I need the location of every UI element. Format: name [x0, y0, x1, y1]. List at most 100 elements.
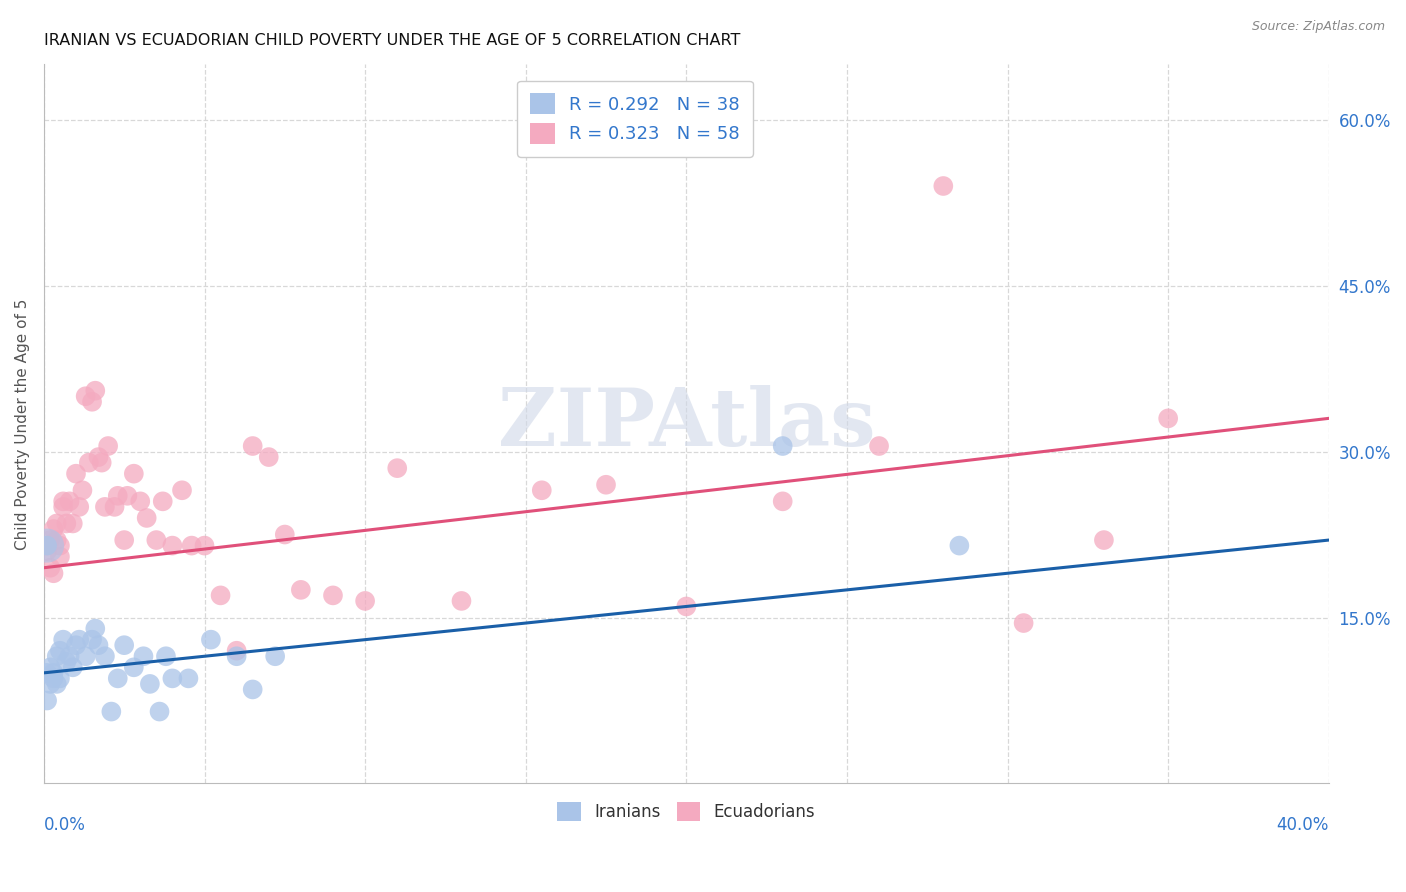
Point: [107, 672, 129, 686]
Point: [148, 705, 170, 719]
Point: [1157, 411, 1180, 425]
Point: [87, 450, 110, 464]
Point: [132, 649, 155, 664]
Point: [58, 494, 80, 508]
Point: [112, 638, 135, 652]
Point: [135, 511, 157, 525]
Point: [37, 665, 59, 680]
Point: [145, 533, 167, 547]
Point: [94, 649, 117, 664]
Point: [948, 539, 970, 553]
Point: [39, 677, 62, 691]
Point: [139, 677, 162, 691]
Point: [100, 705, 122, 719]
Point: [117, 489, 139, 503]
Point: [37, 539, 59, 553]
Point: [170, 483, 193, 498]
Point: [42, 522, 65, 536]
Point: [84, 384, 107, 398]
Point: [49, 672, 72, 686]
Point: [177, 672, 200, 686]
Point: [112, 533, 135, 547]
Legend: Iranians, Ecuadorians: Iranians, Ecuadorians: [548, 793, 824, 829]
Point: [42, 672, 65, 686]
Point: [45, 533, 67, 547]
Point: [77, 456, 100, 470]
Point: [37, 693, 59, 707]
Point: [65, 638, 87, 652]
Point: [52, 500, 75, 514]
Point: [200, 632, 222, 647]
Point: [45, 677, 67, 691]
Point: [42, 665, 65, 680]
Point: [595, 477, 617, 491]
Point: [39, 533, 62, 547]
Point: [450, 594, 472, 608]
Point: [45, 649, 67, 664]
Point: [322, 588, 344, 602]
Point: [257, 450, 280, 464]
Point: [37, 544, 59, 558]
Point: [225, 649, 247, 664]
Point: [103, 500, 125, 514]
Point: [193, 539, 215, 553]
Point: [772, 494, 794, 508]
Point: [84, 622, 107, 636]
Point: [55, 655, 77, 669]
Point: [868, 439, 890, 453]
Point: [242, 439, 264, 453]
Point: [75, 389, 97, 403]
Point: [67, 500, 90, 514]
Point: [49, 539, 72, 553]
Point: [225, 644, 247, 658]
Point: [209, 588, 232, 602]
Point: [290, 582, 312, 597]
Point: [45, 516, 67, 531]
Point: [87, 638, 110, 652]
Point: [67, 632, 90, 647]
Point: [242, 682, 264, 697]
Point: [39, 560, 62, 574]
Point: [55, 516, 77, 531]
Point: [180, 539, 202, 553]
Y-axis label: Child Poverty Under the Age of 5: Child Poverty Under the Age of 5: [15, 298, 30, 549]
Point: [75, 649, 97, 664]
Point: [42, 566, 65, 581]
Point: [94, 500, 117, 514]
Point: [129, 494, 152, 508]
Point: [122, 467, 145, 481]
Point: [274, 527, 297, 541]
Point: [932, 179, 955, 194]
Point: [107, 489, 129, 503]
Point: [39, 660, 62, 674]
Point: [530, 483, 553, 498]
Point: [97, 439, 120, 453]
Point: [772, 439, 794, 453]
Point: [72, 483, 94, 498]
Point: [52, 632, 75, 647]
Point: [354, 594, 377, 608]
Point: [49, 549, 72, 564]
Point: [155, 649, 177, 664]
Point: [80, 632, 103, 647]
Point: [62, 516, 84, 531]
Point: [90, 456, 112, 470]
Point: [162, 672, 184, 686]
Point: [65, 467, 87, 481]
Point: [152, 494, 174, 508]
Point: [37, 539, 59, 553]
Point: [162, 539, 184, 553]
Text: Source: ZipAtlas.com: Source: ZipAtlas.com: [1251, 20, 1385, 33]
Text: 0.0%: 0.0%: [44, 816, 86, 834]
Point: [80, 394, 103, 409]
Point: [58, 649, 80, 664]
Point: [52, 494, 75, 508]
Point: [264, 649, 287, 664]
Point: [675, 599, 697, 614]
Text: 40.0%: 40.0%: [1277, 816, 1329, 834]
Point: [1092, 533, 1115, 547]
Text: IRANIAN VS ECUADORIAN CHILD POVERTY UNDER THE AGE OF 5 CORRELATION CHART: IRANIAN VS ECUADORIAN CHILD POVERTY UNDE…: [44, 33, 741, 48]
Point: [122, 660, 145, 674]
Point: [49, 644, 72, 658]
Point: [62, 660, 84, 674]
